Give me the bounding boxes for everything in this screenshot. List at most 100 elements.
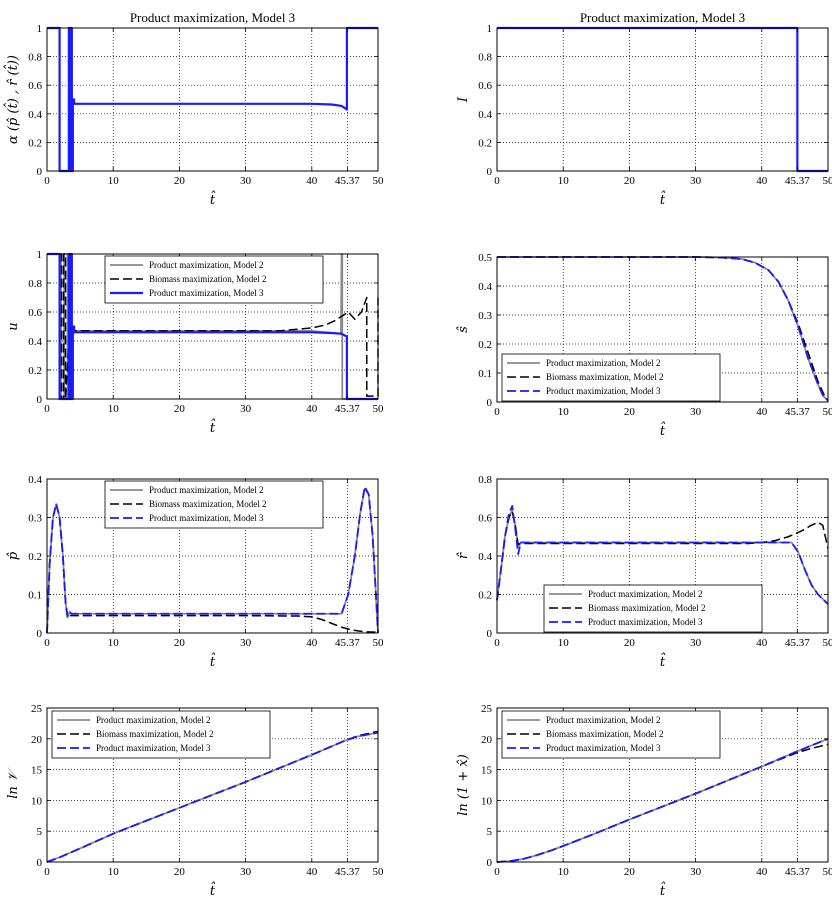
x-tick-label: 50 [823,406,832,418]
y-tick-label: 0.2 [478,590,492,602]
legend-entry-label: Product maximization, Model 3 [546,743,661,753]
y-axis-label: ŝ [456,326,471,333]
y-tick-label: 0 [487,628,493,640]
series-line-1 [47,26,378,173]
x-axis-label: t̂ [660,881,666,899]
y-tick-label: 0 [487,857,493,869]
x-tick-label: 20 [174,403,186,415]
chart-I: 0 10 20 30 40 45.37 50 0 0.2 0.4 0.6 0.8 1 Product ma… [456,10,832,208]
x-tick-label: 40 [306,175,318,187]
x-tick-label: 30 [690,866,702,878]
y-tick-label: 0.3 [478,310,492,322]
y-tick-label: 0.8 [478,52,492,64]
x-tick-label: 20 [624,637,636,649]
y-tick-label: 0.8 [28,52,42,64]
x-tick-label: 45.37 [785,406,810,418]
x-tick-label: 50 [373,866,385,878]
legend: Product maximization, Model 2 Biomass max… [104,255,324,304]
y-tick-label: 0 [37,857,43,869]
x-tick-label: 20 [624,175,636,187]
x-tick-label: 50 [823,866,832,878]
chart-u: 0 10 20 30 40 45.37 50 0 0.2 0.4 0.6 0.8 1 t̂ u Product… [6,249,384,436]
y-tick-label: 0 [487,166,493,178]
x-tick-label: 10 [558,175,570,187]
x-tick-label: 45.37 [335,175,360,187]
x-tick-label: 40 [306,866,318,878]
legend-entry-label: Product maximization, Model 2 [546,358,660,368]
y-tick-label: 5 [37,826,43,838]
x-tick-label: 50 [373,175,385,187]
x-tick-label: 20 [174,866,186,878]
legend-entry-label: Biomass maximization, Model 2 [546,729,664,739]
y-tick-label: 1 [487,23,493,35]
chart-title: Product maximization, Model 3 [580,10,745,25]
legend-entry-label: Product maximization, Model 3 [149,288,264,298]
y-tick-label: 25 [481,703,493,715]
legend: Product maximization, Model 2 Biomass max… [51,710,271,759]
x-tick-label: 10 [108,403,120,415]
series-line-2 [47,253,379,400]
y-tick-label: 0.5 [478,252,492,264]
y-tick-label: 0.2 [28,137,42,149]
x-tick-label: 45.37 [785,175,810,187]
x-tick-label: 30 [240,866,252,878]
x-tick-label: 0 [494,637,500,649]
x-tick-label: 40 [306,403,318,415]
plot-frame [496,27,829,172]
x-tick-label: 10 [108,175,120,187]
y-tick-label: 20 [31,734,43,746]
legend-entry-label: Biomass maximization, Model 2 [149,274,267,284]
x-tick-label: 0 [494,406,500,418]
legend-entry-label: Product maximization, Model 3 [149,513,264,523]
plot-area [47,28,378,171]
y-tick-label: 20 [481,734,493,746]
y-tick-label: 0.6 [28,307,42,319]
x-tick-label: 50 [373,637,385,649]
y-tick-label: 0.8 [28,278,42,290]
y-tick-label: 0.3 [28,513,42,525]
x-tick-label: 0 [494,175,500,187]
legend-entry-label: Product maximization, Model 2 [149,260,263,270]
y-tick-label: 0.4 [478,281,492,293]
y-tick-label: 0 [37,628,43,640]
y-tick-label: 0 [37,394,43,406]
x-tick-label: 20 [174,175,186,187]
x-tick-label: 30 [240,403,252,415]
x-axis-label: t̂ [210,652,216,670]
x-tick-label: 40 [756,406,768,418]
x-tick-label: 0 [44,175,50,187]
y-tick-label: 15 [481,765,493,777]
x-tick-label: 0 [494,866,500,878]
y-tick-label: 0.4 [478,109,492,121]
x-tick-label: 10 [108,637,120,649]
x-tick-label: 30 [240,637,252,649]
plot-frame [46,707,379,863]
legend: Product maximization, Model 2 Biomass max… [104,480,324,529]
legend-entry-label: Biomass maximization, Model 2 [588,603,706,613]
series-line-3 [496,737,829,863]
x-tick-label: 10 [558,637,570,649]
legend-entry-label: Product maximization, Model 2 [588,589,702,599]
x-tick-label: 20 [174,637,186,649]
series-line-3 [47,252,378,401]
legend-entry-label: Biomass maximization, Model 2 [546,372,664,382]
x-tick-label: 10 [558,866,570,878]
y-tick-label: 10 [481,795,493,807]
y-tick-label: 15 [31,765,43,777]
series-line-2 [496,510,829,601]
y-tick-label: 0 [37,166,43,178]
y-axis-label: r̂ [456,552,471,560]
x-axis-label: t̂ [660,652,666,670]
y-tick-label: 0.8 [478,474,492,486]
x-axis-label: t̂ [660,190,666,208]
chart-p: 0 10 20 30 40 45.37 50 0 0.1 0.2 0.3 0.4 t̂ p̂ Product… [6,474,384,670]
plot-frame [46,27,379,172]
y-tick-label: 0.6 [478,80,492,92]
series-line-3 [46,485,379,634]
x-axis-label: t̂ [210,418,216,436]
y-tick-label: 1 [37,23,43,35]
chart-title: Product maximization, Model 3 [130,10,295,25]
y-tick-label: 5 [487,826,493,838]
x-tick-label: 50 [823,637,832,649]
